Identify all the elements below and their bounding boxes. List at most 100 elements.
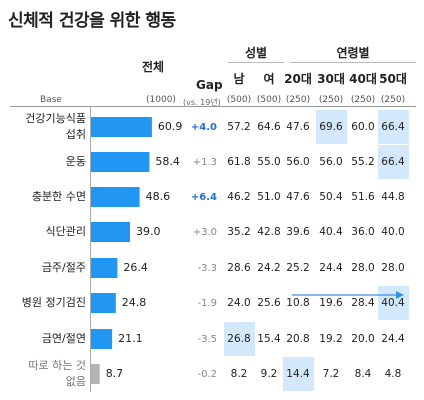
table-cell-value: 24.4 [319,262,343,274]
bar [91,258,118,278]
table-cell-value: 4.8 [385,368,402,380]
table-cell-value: 35.2 [227,226,250,238]
table-cell-value: 66.4 [381,156,405,168]
table-cell-value: 40.4 [319,226,343,238]
table-cell-value: 66.4 [381,121,405,133]
category-label: 병원 정기검진 [22,296,86,309]
bar-value-label: 24.8 [122,296,147,309]
bar [91,152,150,172]
table-cell-value: 64.6 [257,121,281,133]
gap-value: +3.0 [193,227,217,238]
base-total: (1000) [146,95,176,105]
table-cell-value: 56.0 [319,156,342,168]
table-cell-value: 19.6 [319,297,343,309]
table-cell-value: 61.8 [227,156,250,168]
table-cell-value: 7.2 [323,368,340,380]
bar-value-label: 60.9 [158,120,183,133]
base-value-0: (500) [226,95,252,105]
table-cell-value: 47.6 [286,121,310,133]
table-cell-value: 24.2 [257,262,280,274]
category-label: 따로 하는 것 [28,358,86,372]
table-cell-value: 47.6 [286,191,310,203]
table-cell-value: 24.4 [381,333,405,345]
bar [91,364,100,384]
base-value-1: (500) [256,95,282,105]
table-cell-value: 46.2 [227,191,250,203]
gap-column-header: Gap [196,78,223,92]
bar-value-label: 8.7 [106,367,124,380]
gap-value: +4.0 [191,122,217,133]
base-value-5: (250) [380,95,406,105]
age-group-header: 연령별 [336,46,370,60]
gap-value: +6.4 [191,192,217,203]
table-cell-value: 8.2 [231,368,248,380]
highlight-cell [223,322,255,356]
category-label: 금주/절주 [42,261,86,274]
table-cell-value: 51.6 [351,191,375,203]
table-cell-value: 28.0 [351,262,374,274]
bar-value-label: 58.4 [155,155,180,168]
category-label: 충분한 수면 [32,190,86,203]
age-group-underline [290,62,416,63]
table-cell-value: 26.8 [227,333,250,345]
highlight-cell [377,145,409,179]
highlight-cell [282,357,314,391]
table-cell-value: 20.0 [351,333,374,345]
table-cell-value: 50.4 [319,191,343,203]
column-header-4: 40대 [349,72,377,86]
column-header-1: 여 [263,72,275,86]
table-cell-value: 40.0 [381,226,404,238]
table-cell-value: 57.2 [227,121,250,133]
gap-value: -0.2 [197,369,217,380]
table-cell-value: 19.2 [319,333,342,345]
table-cell-value: 28.4 [351,297,375,309]
bar-value-label: 26.4 [123,261,147,274]
gap-column-subheader: (vs. 19년) [183,98,221,107]
bar-value-label: 48.6 [146,190,171,203]
gap-value: +1.3 [193,157,217,168]
category-label: 섭취 [66,128,86,141]
base-value-2: (250) [285,95,311,105]
gap-value: -3.5 [197,334,217,345]
category-label: 없음 [66,375,86,388]
gender-group-underline [228,62,284,63]
column-header-3: 30대 [317,72,345,86]
bar [91,117,152,137]
table-cell-value: 25.2 [286,262,309,274]
category-label: 식단관리 [46,225,86,238]
page-title: 신체적 건강을 위한 행동 [8,11,176,31]
trend-arrow-head [396,291,404,299]
category-label: 운동 [66,155,86,168]
bar-value-label: 39.0 [136,225,161,238]
table-cell-value: 8.4 [355,368,372,380]
highlight-cell [377,286,409,320]
table-cell-value: 15.4 [257,333,281,345]
total-column-header: 전체 [142,60,165,74]
gap-value: -3.3 [197,263,217,274]
header-divider [10,106,416,107]
table-cell-value: 51.0 [257,191,280,203]
category-label: 금연/절연 [42,332,86,345]
table-cell-value: 56.0 [286,156,309,168]
table-cell-value: 55.0 [257,156,280,168]
column-header-2: 20대 [284,72,312,86]
table-cell-value: 39.6 [286,226,310,238]
base-label: Base [40,95,62,105]
table-cell-value: 24.0 [227,297,250,309]
base-value-4: (250) [350,95,376,105]
table-cell-value: 14.4 [286,368,310,380]
column-header-0: 남 [233,72,245,86]
table-cell-value: 28.6 [227,262,251,274]
label-axis-line [90,106,91,392]
table-cell-value: 69.6 [319,121,343,133]
table-cell-value: 9.2 [261,368,278,380]
highlight-cell [377,110,409,144]
table-cell-value: 42.8 [257,226,280,238]
highlight-cell [315,110,347,144]
table-cell-value: 60.0 [351,121,374,133]
bar [91,329,113,349]
category-label: 건강기능식품 [25,112,86,125]
gender-group-header: 성별 [244,46,268,60]
bar [91,293,116,313]
